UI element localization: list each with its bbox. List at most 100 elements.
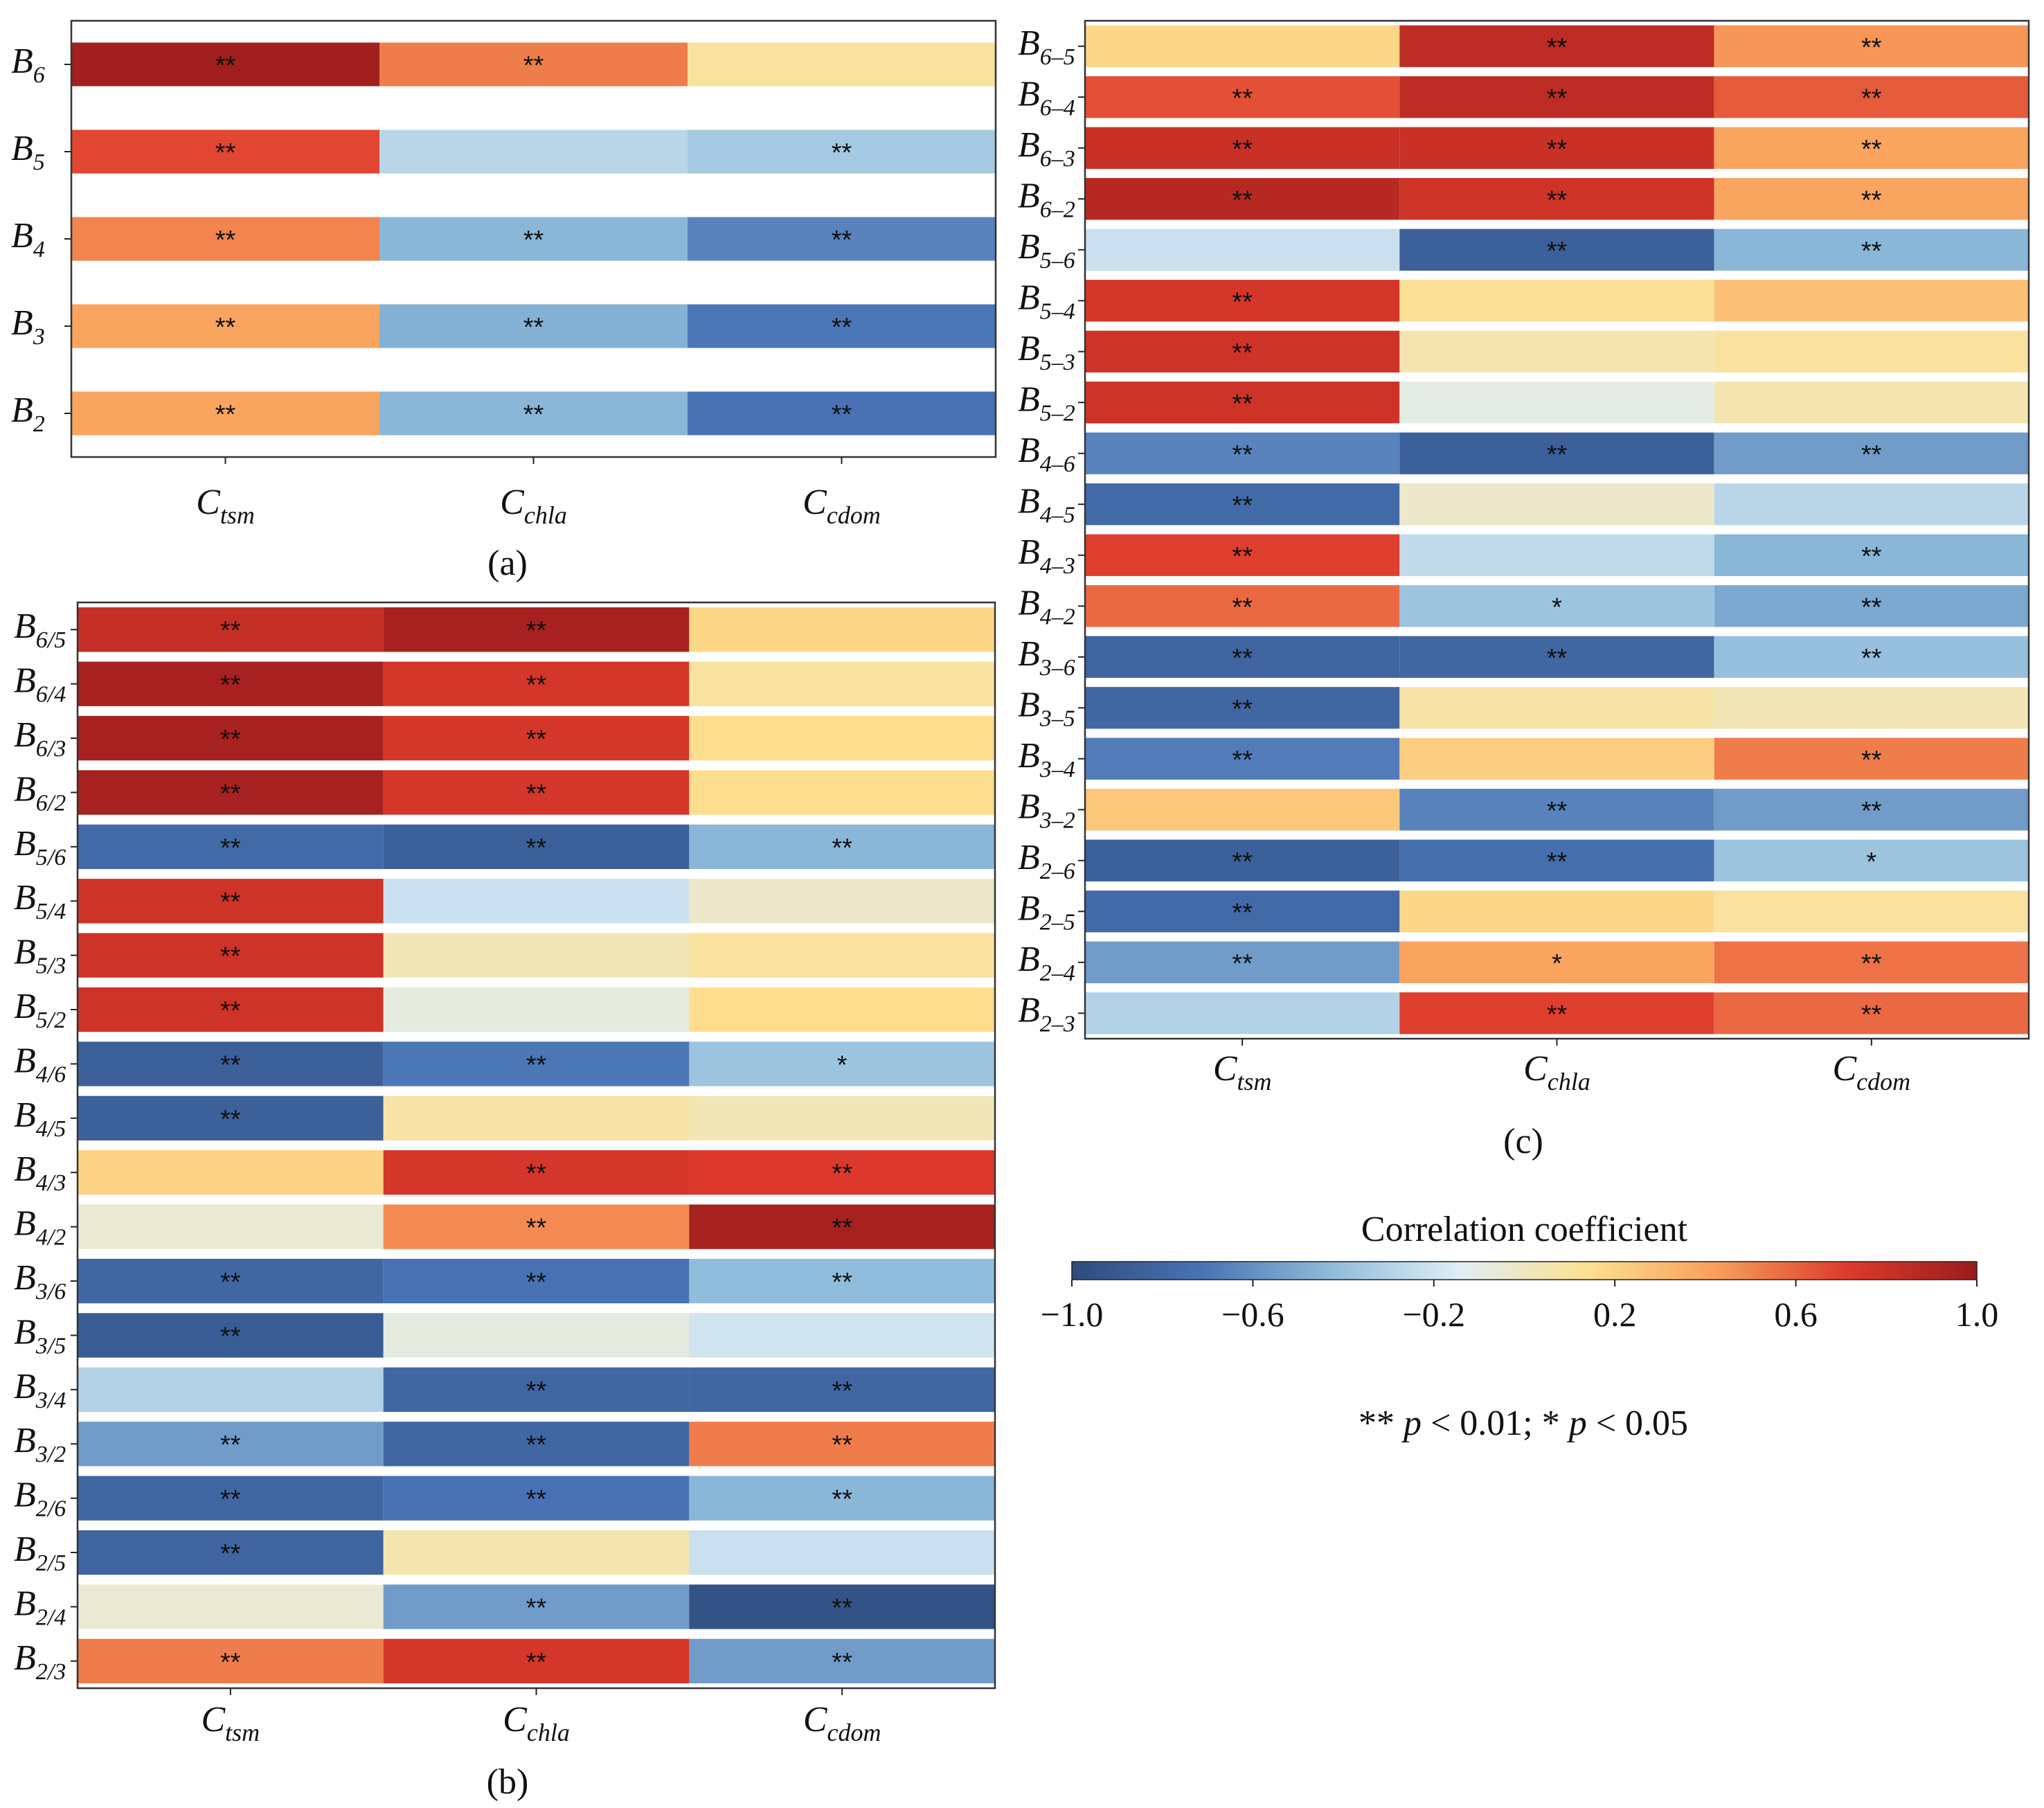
plot-frame bbox=[76, 601, 996, 1690]
sig-label-2-8-2: ** bbox=[1861, 440, 1882, 469]
sig-label-1-8-0: ** bbox=[220, 1050, 241, 1080]
cell-2-9-0 bbox=[1085, 483, 1400, 526]
sig-label-1-12-0: ** bbox=[220, 1268, 241, 1297]
y-tick-label: B3/5 bbox=[14, 1312, 66, 1359]
sig-label-2-17-0: ** bbox=[1232, 898, 1253, 927]
cell-2-6-2 bbox=[1714, 330, 2029, 373]
cell-2-12-0 bbox=[1085, 636, 1400, 678]
note-level-1: < 0.01; bbox=[1431, 1404, 1533, 1443]
sig-label-2-9-0: ** bbox=[1232, 491, 1253, 520]
x-tick-label: Ctsm bbox=[196, 483, 255, 529]
cell-2-0-1 bbox=[1399, 25, 1714, 67]
y-tick-label: B5–2 bbox=[1018, 379, 1075, 426]
sig-label-1-15-0: ** bbox=[220, 1431, 241, 1460]
cell-2-11-0 bbox=[1085, 585, 1400, 627]
cell-2-18-1 bbox=[1399, 941, 1714, 983]
sig-label-1-4-1: ** bbox=[526, 834, 547, 863]
cell-1-6-2 bbox=[689, 933, 995, 978]
sig-label-0-2-2: ** bbox=[832, 226, 852, 255]
cell-1-17-1 bbox=[383, 1530, 690, 1575]
y-tick-label: B6/4 bbox=[14, 661, 66, 708]
cell-1-6-1 bbox=[383, 933, 690, 978]
sig-label-1-8-1: ** bbox=[526, 1050, 547, 1080]
cell-1-9-2 bbox=[689, 1095, 995, 1140]
sig-label-2-16-0: ** bbox=[1232, 848, 1253, 877]
cell-2-14-0 bbox=[1085, 737, 1400, 780]
sig-label-1-19-2: ** bbox=[832, 1648, 852, 1677]
colorbar-tick-label: 1.0 bbox=[1955, 1295, 1999, 1334]
cell-1-11-2 bbox=[689, 1204, 995, 1249]
x-tick-label: Ctsm bbox=[201, 1700, 260, 1746]
sig-label-1-19-0: ** bbox=[220, 1648, 241, 1677]
cell-1-8-1 bbox=[383, 1041, 690, 1086]
cell-2-13-0 bbox=[1085, 687, 1400, 729]
cell-2-16-0 bbox=[1085, 839, 1400, 881]
sig-label-2-19-1: ** bbox=[1547, 1000, 1568, 1029]
sig-label-0-1-2: ** bbox=[832, 138, 852, 168]
sig-label-1-3-0: ** bbox=[220, 779, 241, 808]
cell-2-3-1 bbox=[1399, 178, 1714, 220]
cell-0-2-2 bbox=[688, 217, 996, 261]
y-tick-label: B5/4 bbox=[14, 878, 66, 924]
cell-2-17-0 bbox=[1085, 890, 1400, 933]
cell-2-1-2 bbox=[1714, 76, 2029, 118]
cell-2-0-2 bbox=[1714, 25, 2029, 67]
panel-b-heatmap: ** ** B6/5 ** ** B6/4 ** ** B6/3 ** ** B6/2 ** ** ** B5… bbox=[14, 601, 996, 1802]
cell-1-18-2 bbox=[689, 1584, 995, 1629]
y-tick-label: B6–4 bbox=[1018, 74, 1075, 120]
y-tick-label: B2–6 bbox=[1018, 838, 1075, 884]
cell-0-1-2 bbox=[688, 129, 996, 174]
cell-2-8-0 bbox=[1085, 432, 1400, 474]
cell-1-1-2 bbox=[689, 661, 995, 706]
cell-1-7-0 bbox=[78, 987, 384, 1032]
y-tick-label: B3/2 bbox=[14, 1421, 66, 1467]
sig-label-2-3-0: ** bbox=[1232, 186, 1253, 215]
y-tick-label: B5–6 bbox=[1018, 227, 1075, 274]
sig-label-1-11-1: ** bbox=[526, 1214, 547, 1243]
y-tick-label: B3–4 bbox=[1018, 736, 1075, 782]
sig-label-1-15-2: ** bbox=[832, 1431, 852, 1460]
svg-text:** p: ** p < 0.01; * p < 0.05 bbox=[1359, 1404, 1688, 1443]
y-tick-label: B5/3 bbox=[14, 933, 66, 979]
cell-0-0-0 bbox=[71, 42, 379, 87]
sig-label-1-0-1: ** bbox=[526, 616, 547, 645]
cell-2-17-1 bbox=[1399, 890, 1714, 933]
sig-label-0-0-1: ** bbox=[523, 51, 544, 80]
y-tick-label: B6–2 bbox=[1018, 176, 1075, 222]
sig-label-1-1-1: ** bbox=[526, 671, 547, 700]
cell-2-2-2 bbox=[1714, 127, 2029, 169]
sig-label-1-11-2: ** bbox=[832, 1214, 852, 1243]
cell-1-15-1 bbox=[383, 1422, 690, 1467]
y-tick-label: B6–5 bbox=[1018, 24, 1075, 70]
cell-1-0-1 bbox=[383, 607, 690, 652]
y-tick-label: B3–5 bbox=[1018, 685, 1075, 731]
cell-2-7-1 bbox=[1399, 382, 1714, 424]
sig-label-1-1-0: ** bbox=[220, 671, 241, 700]
y-tick-label: B4/2 bbox=[14, 1204, 66, 1251]
cell-2-2-1 bbox=[1399, 127, 1714, 169]
cell-1-12-1 bbox=[383, 1258, 690, 1304]
y-tick-label: B2/3 bbox=[14, 1638, 66, 1685]
cell-1-11-1 bbox=[383, 1204, 690, 1249]
sig-label-2-14-0: ** bbox=[1232, 746, 1253, 775]
y-tick-label: B2/5 bbox=[14, 1530, 66, 1576]
cell-2-15-0 bbox=[1085, 789, 1400, 831]
sig-label-1-18-2: ** bbox=[832, 1593, 852, 1622]
cell-2-4-2 bbox=[1714, 229, 2029, 271]
colorbar-tick-label: 0.6 bbox=[1774, 1295, 1818, 1334]
cell-2-15-2 bbox=[1714, 789, 2029, 831]
significance-note: ** p < 0.01; * p < 0.05 bbox=[1359, 1404, 1688, 1443]
sig-label-2-15-2: ** bbox=[1861, 796, 1882, 825]
sig-label-0-2-0: ** bbox=[215, 226, 236, 255]
sig-label-2-6-0: ** bbox=[1232, 339, 1253, 368]
sig-label-2-19-2: ** bbox=[1861, 1000, 1882, 1029]
sig-label-0-3-2: ** bbox=[832, 313, 852, 342]
cell-0-0-2 bbox=[688, 42, 996, 87]
cell-0-1-1 bbox=[379, 129, 688, 174]
y-tick-label: B3/4 bbox=[14, 1367, 66, 1413]
y-tick-label: B6/2 bbox=[14, 769, 66, 816]
colorbar-title: Correlation coefficient bbox=[1361, 1210, 1688, 1249]
y-tick-label: B3/6 bbox=[14, 1258, 66, 1305]
cell-1-19-0 bbox=[78, 1638, 384, 1683]
sig-label-1-6-0: ** bbox=[220, 942, 241, 972]
